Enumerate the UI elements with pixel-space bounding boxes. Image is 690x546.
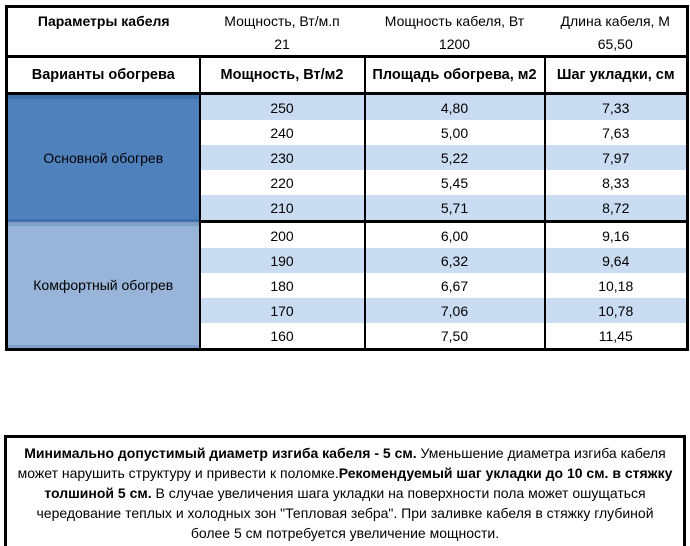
data-cell: 6,32	[363, 248, 546, 273]
data-cell: 8,72	[543, 195, 689, 222]
variants-header-power: Мощность, Вт/м2	[198, 55, 366, 95]
cable-heating-table: Параметры кабеля Мощность, Вт/м.п Мощнос…	[5, 5, 689, 351]
data-cell: 230	[198, 145, 366, 170]
data-cell: 7,97	[543, 145, 689, 170]
note-paragraph: Минимально допустимый диаметр изгиба каб…	[18, 445, 673, 541]
table-row: 220 5,45 8,33	[7, 170, 689, 195]
params-title: Параметры кабеля	[37, 12, 170, 29]
data-cell: 240	[198, 120, 366, 145]
params-value-cable-power: 1200	[438, 36, 471, 52]
table-row: 240 5,00 7,63	[7, 120, 689, 145]
section-label-main-heating: Основной обогрев	[5, 93, 201, 222]
data-cell: 7,50	[363, 323, 546, 350]
data-cell: 7,63	[543, 120, 689, 145]
table-row: 230 5,22 7,97	[7, 145, 689, 170]
data-cell: 6,00	[363, 220, 546, 248]
variants-header-row: Варианты обогрева Мощность, Вт/м2 Площад…	[5, 55, 689, 95]
data-cell: 11,45	[543, 323, 689, 350]
params-value-cable-length: 65,50	[597, 36, 633, 52]
data-cell: 10,18	[543, 273, 689, 298]
params-header-cable-power: Мощность кабеля, Вт	[384, 12, 525, 29]
params-value-power-per-m: 21	[274, 36, 290, 52]
data-cell: 9,64	[543, 248, 689, 273]
params-header-cable-length: Длина кабеля, М	[560, 12, 670, 29]
data-cell: 6,67	[363, 273, 546, 298]
data-cell: 220	[198, 170, 366, 195]
table-row: 170 7,06 10,78	[7, 298, 689, 323]
table-row: 160 7,50 11,45	[7, 323, 689, 350]
data-cell: 190	[198, 248, 366, 273]
params-header-row: Параметры кабеля Мощность, Вт/м.п Мощнос…	[7, 7, 688, 34]
params-header-power-per-m: Мощность, Вт/м.п	[224, 12, 340, 29]
table-row: 210 5,71 8,72	[7, 195, 689, 222]
data-cell: 8,33	[543, 170, 689, 195]
data-cell: 210	[198, 195, 366, 222]
data-cell: 9,16	[543, 220, 689, 248]
note-text: Уменьшение диаметра изгиба кабеля может …	[17, 445, 666, 481]
variants-title: Варианты обогрева	[5, 55, 201, 95]
table-row: 190 6,32 9,64	[7, 248, 689, 273]
table-row: 180 6,67 10,18	[7, 273, 689, 298]
data-cell: 180	[198, 273, 366, 298]
note-bold-text: Минимально допустимый диаметр изгиба каб…	[24, 445, 417, 461]
note-box: Минимально допустимый диаметр изгиба каб…	[4, 435, 686, 546]
variants-header-spacing: Шаг укладки, см	[543, 55, 689, 95]
data-cell: 5,22	[363, 145, 546, 170]
variants-header-area: Площадь обогрева, м2	[363, 55, 546, 95]
data-cell: 160	[198, 323, 366, 350]
data-cell: 7,33	[543, 93, 689, 120]
note-text: В случае увеличения шага укладки на пове…	[36, 485, 654, 541]
section-label-comfort-heating: Комфортный обогрев	[5, 221, 201, 350]
table-row: Комфортный обогрев 200 6,00 9,16	[5, 220, 689, 350]
data-cell: 5,00	[363, 120, 546, 145]
empty-cell	[7, 33, 200, 57]
data-cell: 5,45	[363, 170, 546, 195]
data-cell: 170	[198, 298, 366, 323]
data-cell: 5,71	[363, 195, 546, 222]
table-row: Основной обогрев 250 4,80 7,33	[5, 93, 689, 222]
data-cell: 250	[198, 93, 366, 120]
data-cell: 200	[198, 220, 366, 248]
data-cell: 7,06	[363, 298, 546, 323]
data-cell: 4,80	[363, 93, 546, 120]
note-bold-text: Рекомендуемый шаг укладки до 10 см. в ст…	[44, 465, 673, 501]
params-values-row: 21 1200 65,50	[7, 33, 688, 57]
data-cell: 10,78	[543, 298, 689, 323]
